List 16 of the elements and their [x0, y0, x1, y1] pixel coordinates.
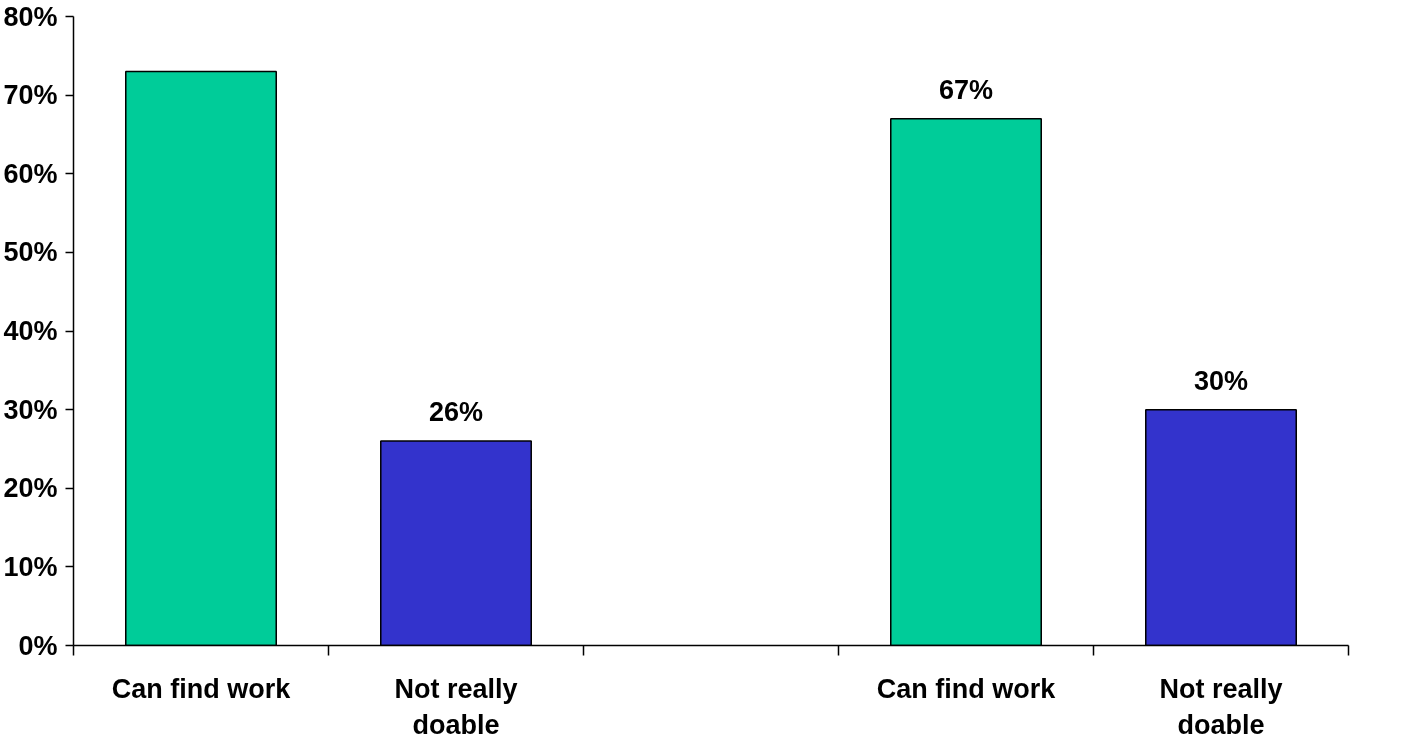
y-tick-label: 10%	[3, 551, 58, 582]
x-tick-label: Not really doable	[1159, 673, 1283, 740]
y-tick-label: 70%	[3, 80, 58, 111]
y-tick-label: 30%	[3, 394, 58, 425]
x-tick-label: Can find work	[876, 673, 1057, 704]
y-tick-label: 40%	[3, 316, 58, 346]
y-tick-label: 60%	[3, 158, 58, 189]
data-label: 30%	[1193, 365, 1249, 396]
y-tick-label: 50%	[3, 237, 58, 268]
data-label: 67%	[938, 74, 994, 105]
y-tick-label: 0%	[18, 630, 58, 661]
data-label: 26%	[428, 397, 484, 428]
y-tick-label: 20%	[3, 473, 58, 504]
y-tick-label: 80%	[3, 1, 58, 32]
x-tick-label: Not really doable	[394, 673, 518, 740]
x-tick-label: Can find work	[111, 673, 292, 704]
